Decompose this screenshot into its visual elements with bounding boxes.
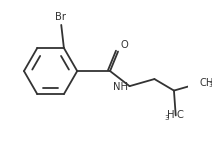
Text: O: O bbox=[121, 40, 128, 50]
Text: 3: 3 bbox=[209, 82, 212, 88]
Text: C: C bbox=[177, 110, 183, 120]
Text: CH: CH bbox=[200, 79, 212, 89]
Text: H: H bbox=[167, 110, 175, 120]
Text: 3: 3 bbox=[165, 115, 170, 121]
Text: NH: NH bbox=[113, 82, 128, 92]
Text: Br: Br bbox=[55, 12, 66, 22]
